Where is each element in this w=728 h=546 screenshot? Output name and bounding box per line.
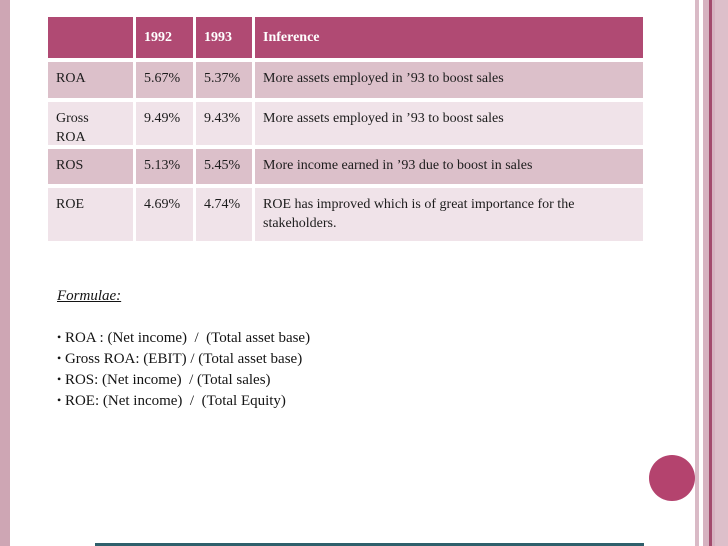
formula-text: ROA : (Net income) / (Total asset base) — [64, 330, 311, 346]
bullet-icon: • — [57, 351, 62, 365]
inference-cell: ROE has improved which is of great impor… — [255, 188, 643, 241]
value-1993-cell: 9.43% — [196, 102, 252, 145]
inference-cell: More income earned in ’93 due to boost i… — [255, 149, 643, 184]
formula-item: • ROE: (Net income) / (Total Equity) — [57, 390, 310, 411]
table-header-inference: Inference — [255, 17, 643, 58]
value-1993-cell: 5.37% — [196, 62, 252, 98]
metric-cell: ROA — [48, 62, 133, 98]
value-1992-cell: 5.67% — [136, 62, 193, 98]
formula-item: • ROS: (Net income) / (Total sales) — [57, 369, 310, 390]
formula-item: • ROA : (Net income) / (Total asset base… — [57, 327, 310, 348]
value-1992-cell: 9.49% — [136, 102, 193, 145]
value-1992-cell: 4.69% — [136, 188, 193, 241]
ratios-table: 1992 1993 Inference ROA 5.67% 5.37% More… — [48, 17, 643, 241]
bullet-icon: • — [57, 393, 62, 407]
formula-text: ROE: (Net income) / (Total Equity) — [64, 393, 286, 409]
formula-text: Gross ROA: (EBIT) / (Total asset base) — [64, 351, 303, 367]
formulae-section: Formulae: • ROA : (Net income) / (Total … — [57, 288, 310, 411]
value-1992-cell: 5.13% — [136, 149, 193, 184]
inference-cell: More assets employed in ’93 to boost sal… — [255, 62, 643, 98]
formulae-list: • ROA : (Net income) / (Total asset base… — [57, 327, 310, 411]
formula-text: ROS: (Net income) / (Total sales) — [64, 372, 271, 388]
formulae-heading: Formulae: — [57, 288, 122, 304]
right-accent-stripe-thin — [695, 0, 699, 546]
right-accent-line-dark — [709, 0, 712, 546]
table-header-1993: 1993 — [196, 17, 252, 58]
metric-cell: Gross ROA — [48, 102, 133, 145]
metric-cell: ROE — [48, 188, 133, 241]
right-accent-band-light — [715, 0, 728, 546]
table-header-empty — [48, 17, 133, 58]
accent-circle — [649, 455, 695, 501]
formula-item: • Gross ROA: (EBIT) / (Total asset base) — [57, 348, 310, 369]
bullet-icon: • — [57, 330, 62, 344]
value-1993-cell: 5.45% — [196, 149, 252, 184]
table-header-1992: 1992 — [136, 17, 193, 58]
bullet-icon: • — [57, 372, 62, 386]
inference-cell: More assets employed in ’93 to boost sal… — [255, 102, 643, 145]
value-1993-cell: 4.74% — [196, 188, 252, 241]
bottom-accent-bar — [95, 543, 644, 546]
left-accent-stripe — [0, 0, 10, 546]
metric-cell: ROS — [48, 149, 133, 184]
